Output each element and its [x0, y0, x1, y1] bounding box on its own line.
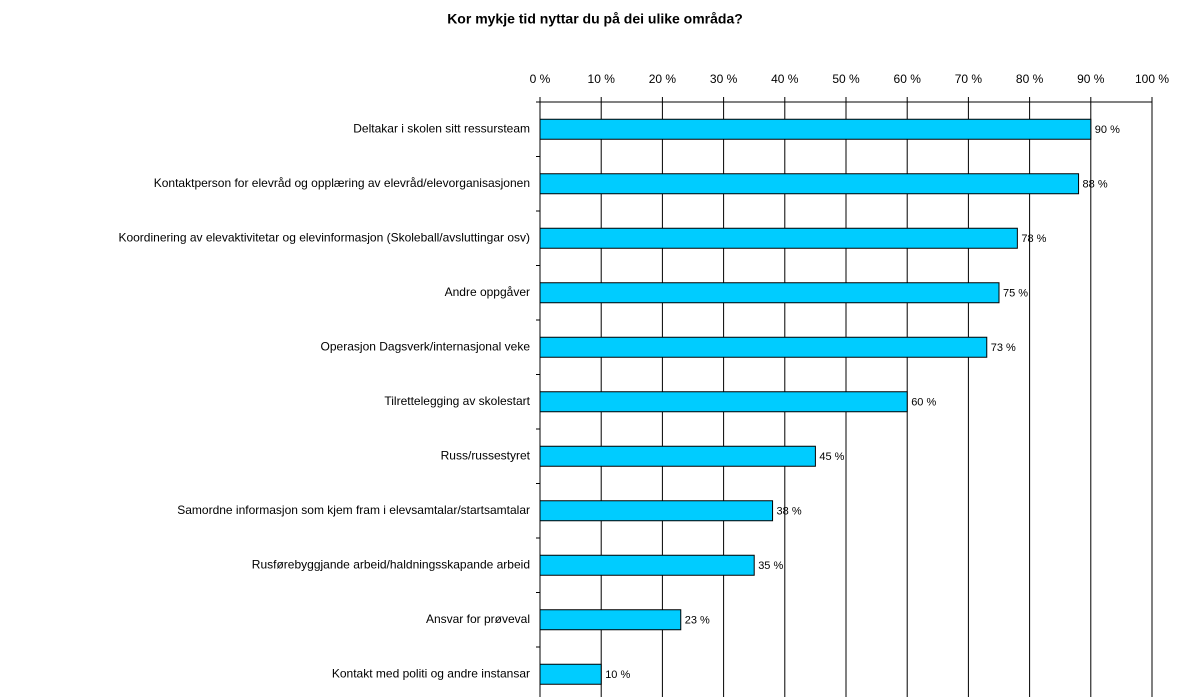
bar [539, 445, 816, 467]
bar [539, 554, 755, 576]
x-tick-label: 30 % [710, 72, 738, 86]
data-label: 60 % [911, 397, 936, 409]
y-tick-label: Ansvar for prøveval [426, 612, 530, 626]
y-tick-label: Kontakt med politi og andre instansar [332, 666, 530, 680]
y-tick-label: Russ/russestyret [441, 448, 531, 462]
bar [539, 609, 682, 631]
x-tick-label: 20 % [649, 72, 677, 86]
bar [539, 663, 602, 685]
data-label: 90 % [1095, 124, 1120, 136]
y-tick-label: Operasjon Dagsverk/internasjonal veke [321, 339, 531, 353]
bar [539, 118, 1092, 140]
bar [539, 227, 1018, 249]
y-tick-label: Samordne informasjon som kjem fram i ele… [177, 503, 530, 517]
data-label: 45 % [819, 451, 844, 463]
x-tick-label: 90 % [1077, 72, 1105, 86]
data-label: 38 % [777, 506, 802, 518]
bar [539, 173, 1080, 195]
bar [539, 500, 774, 522]
bar [539, 282, 1000, 304]
x-tick-label: 0 % [530, 72, 551, 86]
data-label: 73 % [991, 342, 1016, 354]
y-tick-label: Kontaktperson for elevråd og opplæring a… [154, 176, 530, 190]
x-tick-label: 10 % [588, 72, 616, 86]
data-label: 23 % [685, 615, 710, 627]
y-tick-label: Tilrettelegging av skolestart [384, 394, 530, 408]
x-tick-label: 50 % [832, 72, 860, 86]
data-label: 75 % [1003, 288, 1028, 300]
y-tick-label: Rusførebyggjande arbeid/haldningsskapand… [252, 557, 530, 571]
data-label: 35 % [758, 560, 783, 572]
data-label: 88 % [1083, 179, 1108, 191]
x-tick-label: 80 % [1016, 72, 1044, 86]
bar [539, 336, 988, 358]
data-label: 78 % [1021, 233, 1046, 245]
bar [539, 391, 908, 413]
x-tick-label: 100 % [1135, 72, 1169, 86]
y-tick-label: Koordinering av elevaktivitetar og elevi… [118, 230, 530, 244]
x-tick-label: 70 % [955, 72, 983, 86]
x-tick-label: 40 % [771, 72, 799, 86]
data-label: 10 % [605, 669, 630, 681]
x-tick-label: 60 % [894, 72, 922, 86]
y-tick-label: Deltakar i skolen sitt ressursteam [353, 121, 530, 135]
chart-title: Kor mykje tid nyttar du på dei ulike omr… [447, 11, 743, 27]
y-tick-label: Andre oppgåver [445, 285, 530, 299]
